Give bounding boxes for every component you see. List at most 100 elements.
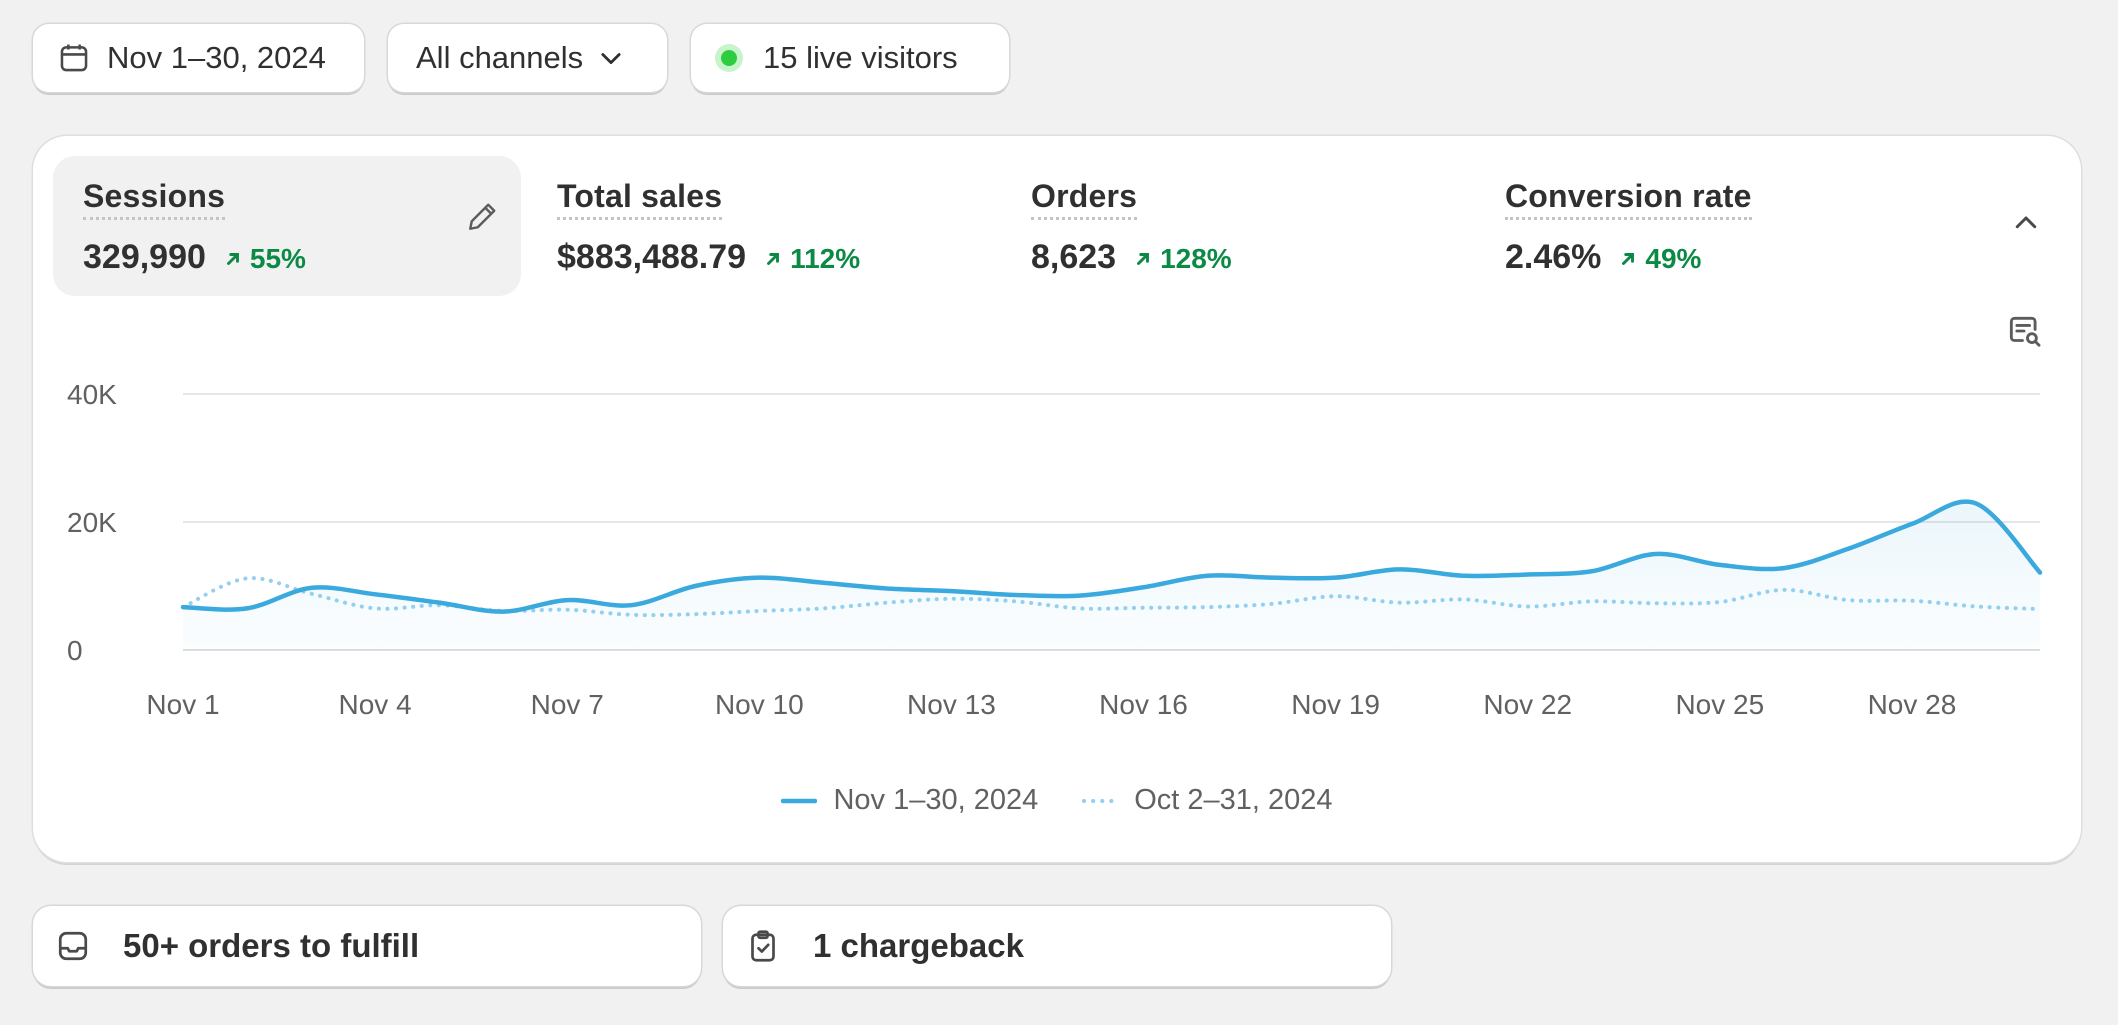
- data-point-current[interactable]: [369, 588, 381, 600]
- data-point-previous[interactable]: [241, 572, 253, 584]
- data-point-current[interactable]: [241, 602, 253, 614]
- metric-orders[interactable]: Orders 8,623 128%: [1001, 156, 1469, 296]
- data-point-current[interactable]: [2034, 567, 2046, 579]
- data-point-current[interactable]: [1073, 590, 1085, 602]
- arrow-up-right-icon: [1622, 253, 1635, 265]
- x-tick-label: Nov 22: [1483, 689, 1572, 720]
- data-point-previous[interactable]: [1458, 593, 1470, 605]
- live-visitors-button[interactable]: 15 live visitors: [691, 24, 1009, 92]
- data-point-previous[interactable]: [497, 605, 509, 617]
- pencil-icon[interactable]: [465, 198, 501, 239]
- data-point-previous[interactable]: [369, 602, 381, 614]
- metric-delta: 49%: [1619, 243, 1701, 275]
- legend-label: Nov 1–30, 2024: [833, 784, 1039, 816]
- data-point-current[interactable]: [753, 572, 765, 584]
- data-point-previous[interactable]: [881, 597, 893, 609]
- data-point-previous[interactable]: [1073, 602, 1085, 614]
- data-point-previous[interactable]: [1842, 594, 1854, 606]
- metric-value: 2.46%: [1505, 238, 1602, 276]
- data-point-current[interactable]: [1970, 497, 1982, 509]
- chargeback-button[interactable]: 1 chargeback: [723, 906, 1391, 986]
- data-point-previous[interactable]: [561, 604, 573, 616]
- legend-swatch-dotted: [1082, 798, 1119, 803]
- legend-item-current[interactable]: Nov 1–30, 2024: [781, 784, 1038, 817]
- channels-dropdown[interactable]: All channels: [388, 24, 667, 92]
- data-point-current[interactable]: [1842, 543, 1854, 555]
- metric-label: Conversion rate: [1505, 178, 1752, 220]
- data-point-previous[interactable]: [1266, 598, 1278, 610]
- data-point-current[interactable]: [1650, 548, 1662, 560]
- data-point-previous[interactable]: [1330, 590, 1342, 602]
- data-point-current[interactable]: [1330, 572, 1342, 584]
- arrow-up-right-icon: [767, 253, 780, 265]
- y-tick-label: 40K: [67, 379, 117, 410]
- data-point-current[interactable]: [1138, 581, 1150, 593]
- metric-label: Total sales: [557, 178, 723, 220]
- live-visitors-label: 15 live visitors: [763, 40, 958, 75]
- metric-value: 329,990: [83, 238, 206, 276]
- x-tick-label: Nov 25: [1675, 689, 1764, 720]
- data-point-previous[interactable]: [1202, 601, 1214, 613]
- x-tick-label: Nov 16: [1099, 689, 1188, 720]
- data-point-current[interactable]: [1778, 562, 1790, 574]
- data-point-current[interactable]: [1202, 570, 1214, 582]
- metric-delta: 128%: [1134, 243, 1232, 275]
- data-point-current[interactable]: [817, 577, 829, 589]
- metric-sessions[interactable]: Sessions 329,990 55%: [53, 156, 521, 296]
- data-point-previous[interactable]: [625, 609, 637, 621]
- chargeback-task-label: 1 chargeback: [813, 927, 1024, 964]
- legend-label: Oct 2–31, 2024: [1134, 784, 1333, 816]
- data-point-previous[interactable]: [1394, 597, 1406, 609]
- live-indicator-dot: [721, 50, 737, 66]
- x-tick-label: Nov 1: [146, 689, 219, 720]
- data-point-current[interactable]: [1266, 572, 1278, 584]
- data-point-previous[interactable]: [1714, 596, 1726, 608]
- data-point-current[interactable]: [881, 583, 893, 595]
- data-point-current[interactable]: [689, 580, 701, 592]
- data-point-previous[interactable]: [1650, 597, 1662, 609]
- data-point-previous[interactable]: [1778, 584, 1790, 596]
- data-point-previous[interactable]: [2034, 603, 2046, 615]
- data-point-previous[interactable]: [753, 605, 765, 617]
- y-tick-label: 0: [67, 635, 83, 666]
- data-point-previous[interactable]: [1522, 600, 1534, 612]
- orders-to-fulfill-button[interactable]: 50+ orders to fulfill: [33, 906, 701, 986]
- chevron-down-icon: [597, 44, 625, 72]
- data-point-previous[interactable]: [1906, 595, 1918, 607]
- orders-task-label: 50+ orders to fulfill: [123, 927, 420, 964]
- data-point-current[interactable]: [1586, 565, 1598, 577]
- data-point-previous[interactable]: [689, 608, 701, 620]
- data-point-current[interactable]: [1458, 570, 1470, 582]
- analytics-card: Sessions 329,990 55% Total sales $883,48…: [33, 136, 2081, 862]
- legend-item-previous[interactable]: Oct 2–31, 2024: [1082, 784, 1333, 817]
- data-point-current[interactable]: [1906, 518, 1918, 530]
- metric-delta: 112%: [764, 243, 860, 275]
- metric-delta: 55%: [224, 243, 306, 275]
- channels-label: All channels: [416, 40, 584, 75]
- data-point-previous[interactable]: [305, 588, 317, 600]
- x-tick-label: Nov 19: [1291, 689, 1380, 720]
- series-line-current: [180, 499, 2043, 614]
- data-point-current[interactable]: [1714, 559, 1726, 571]
- series-area-current: [183, 501, 2040, 650]
- data-point-previous[interactable]: [817, 602, 829, 614]
- data-point-previous[interactable]: [945, 593, 957, 605]
- data-point-current[interactable]: [1522, 568, 1534, 580]
- data-point-previous[interactable]: [1009, 595, 1021, 607]
- data-point-previous[interactable]: [1138, 602, 1150, 614]
- data-point-previous[interactable]: [433, 599, 445, 611]
- arrow-up-right-icon: [1137, 253, 1150, 265]
- x-tick-label: Nov 4: [339, 689, 412, 720]
- data-point-previous[interactable]: [1586, 595, 1598, 607]
- chevron-up-icon[interactable]: [2003, 200, 2049, 246]
- chart-legend: Nov 1–30, 2024 Oct 2–31, 2024: [33, 784, 2081, 817]
- date-range-button[interactable]: Nov 1–30, 2024: [33, 24, 364, 92]
- data-point-previous[interactable]: [177, 601, 189, 613]
- metric-total-sales[interactable]: Total sales $883,488.79 112%: [527, 156, 995, 296]
- data-point-previous[interactable]: [1970, 600, 1982, 612]
- data-point-current[interactable]: [1394, 563, 1406, 575]
- annotation-search-icon[interactable]: [1999, 306, 2049, 356]
- x-tick-label: Nov 13: [907, 689, 996, 720]
- metric-conversion-rate[interactable]: Conversion rate 2.46% 49%: [1475, 156, 1943, 296]
- metric-label: Sessions: [83, 178, 226, 220]
